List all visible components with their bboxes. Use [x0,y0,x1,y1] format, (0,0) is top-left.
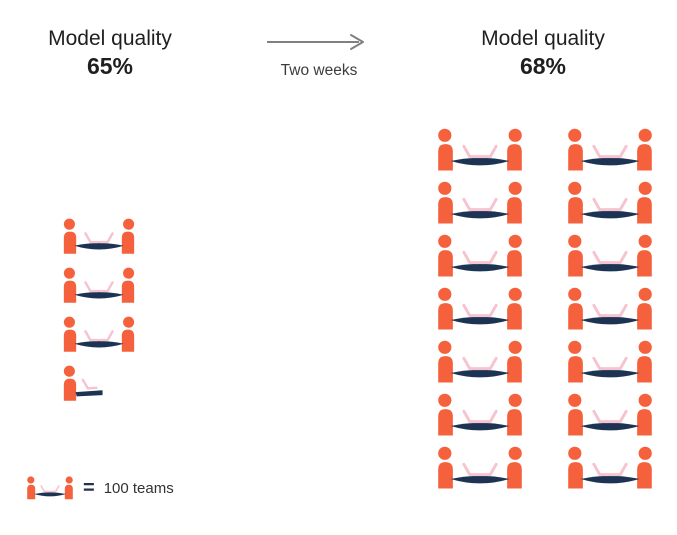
team-at-table-icon [566,340,654,384]
before-value: 65% [86,53,134,80]
transition-block: Two weeks [263,32,375,80]
team-at-table-icon [62,218,136,255]
after-title-block: Model quality 68% [448,26,638,81]
team-at-table-icon [566,393,654,437]
after-icon-grid [436,128,654,490]
team-at-table-icon [436,181,524,225]
legend-team-icon [26,476,74,500]
team-at-table-icon [566,181,654,225]
team-at-table-icon [566,446,654,490]
team-at-table-icon [436,340,524,384]
after-title: Model quality [481,27,605,50]
before-title: Model quality [48,27,172,50]
team-at-table-icon [436,128,524,172]
team-at-table-icon [436,446,524,490]
after-value: 68% [519,53,567,80]
team-at-table-icon [436,234,524,278]
transition-label: Two weeks [280,62,358,79]
team-at-table-partial-icon [62,365,136,402]
legend-equals-sign: = [83,477,95,499]
team-at-table-icon [566,128,654,172]
legend: = 100 teams [26,476,174,500]
team-at-table-icon [436,287,524,331]
before-title-block: Model quality 65% [15,26,205,81]
team-at-table-icon [566,287,654,331]
legend-label: 100 teams [103,479,174,497]
team-at-table-icon [436,393,524,437]
before-icon-column [62,218,136,402]
team-at-table-icon [62,267,136,304]
right-arrow-icon [267,34,364,50]
team-at-table-icon [566,234,654,278]
team-at-table-icon [62,316,136,353]
